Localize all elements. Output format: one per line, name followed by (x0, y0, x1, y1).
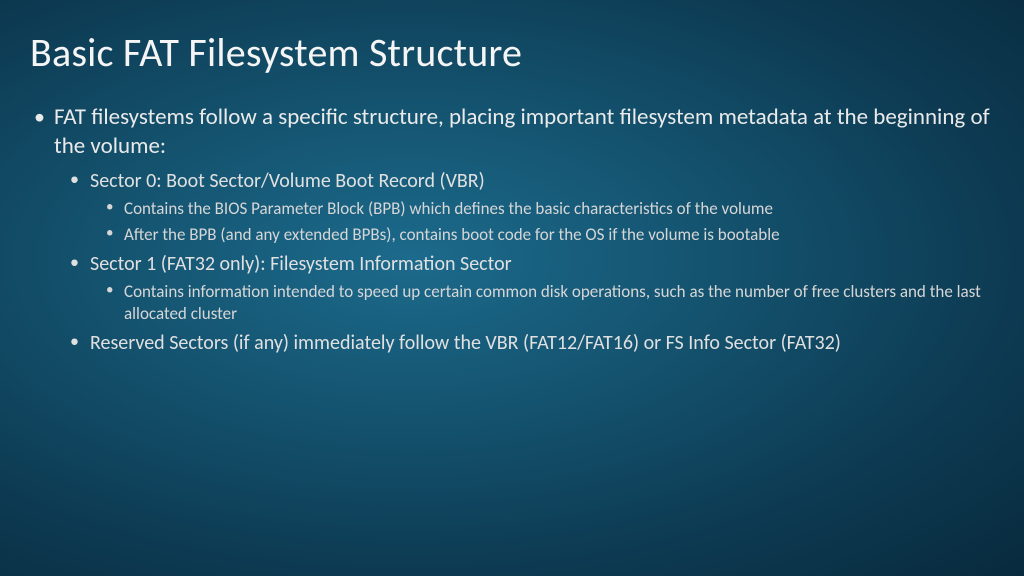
bullet-l1-text: FAT filesystems follow a specific struct… (54, 103, 990, 160)
bullet-list-level3: Contains the BIOS Parameter Block (BPB) … (90, 198, 994, 247)
bullet-l3-text: Contains information intended to speed u… (124, 281, 981, 324)
bullet-l2-item: Reserved Sectors (if any) immediately fo… (66, 330, 994, 356)
bullet-l2-item: Sector 0: Boot Sector/Volume Boot Record… (66, 168, 994, 247)
bullet-l3-item: Contains information intended to speed u… (102, 281, 994, 326)
slide-title: Basic FAT Filesystem Structure (30, 28, 994, 77)
bullet-l3-item: Contains the BIOS Parameter Block (BPB) … (102, 198, 994, 220)
bullet-list-level3: Contains information intended to speed u… (90, 281, 994, 326)
bullet-l3-text: Contains the BIOS Parameter Block (BPB) … (124, 198, 773, 219)
bullet-l2-item: Sector 1 (FAT32 only): Filesystem Inform… (66, 251, 994, 326)
bullet-list-level2: Sector 0: Boot Sector/Volume Boot Record… (54, 168, 994, 356)
bullet-l2-text: Sector 1 (FAT32 only): Filesystem Inform… (90, 252, 512, 276)
bullet-l2-text: Reserved Sectors (if any) immediately fo… (90, 331, 841, 355)
bullet-l3-text: After the BPB (and any extended BPBs), c… (124, 224, 780, 245)
bullet-list-level1: FAT filesystems follow a specific struct… (30, 103, 994, 356)
bullet-l1-item: FAT filesystems follow a specific struct… (30, 103, 994, 356)
bullet-l2-text: Sector 0: Boot Sector/Volume Boot Record… (90, 169, 485, 193)
bullet-l3-item: After the BPB (and any extended BPBs), c… (102, 224, 994, 246)
